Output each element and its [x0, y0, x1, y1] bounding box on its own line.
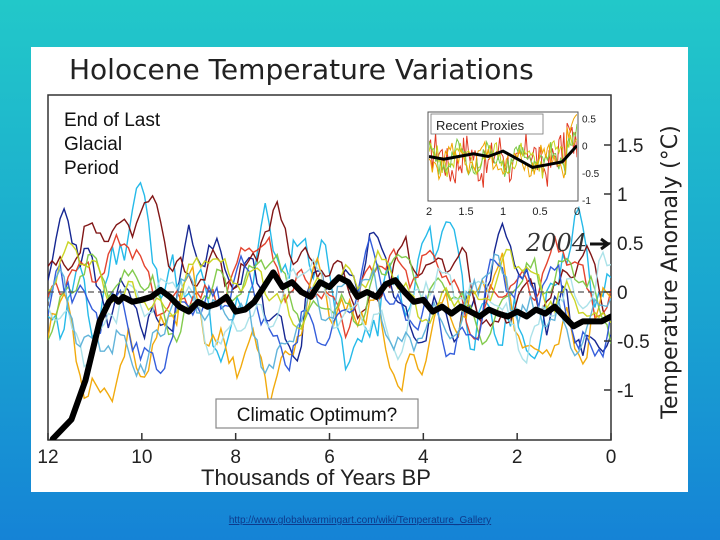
x-tick-label: 0	[606, 447, 617, 468]
proxy-line	[48, 252, 611, 408]
optimum-annotation: Climatic Optimum?	[237, 405, 397, 426]
proxy-line	[48, 235, 611, 375]
proxy-line	[48, 253, 611, 378]
y-tick-label: 1	[617, 185, 628, 206]
x-tick-label: 8	[230, 447, 241, 468]
glacial-annotation-line-2: Glacial	[64, 134, 122, 155]
x-tick-label: 6	[324, 447, 335, 468]
inset-y-tick-label: 0.5	[582, 114, 596, 125]
inset-x-tick-label: 0	[574, 206, 580, 218]
inset-x-tick-label: 0.5	[532, 206, 547, 218]
glacial-annotation-line-1: End of Last	[64, 110, 161, 131]
year-arrow-icon	[590, 237, 611, 251]
y-tick-label: 1.5	[617, 136, 643, 157]
x-axis-label: Thousands of Years BP	[201, 465, 431, 490]
x-tick-label: 12	[37, 447, 58, 468]
inset-y-ticks: 0.5 0 -0.5 -1	[582, 114, 600, 207]
inset-title: Recent Proxies	[436, 118, 525, 133]
y-axis-label: Temperature Anomaly (°C)	[658, 125, 683, 419]
optimum-box	[215, 398, 419, 429]
inset-title-box	[430, 113, 544, 135]
inset-proxy-line	[429, 134, 577, 179]
inset-average-line	[429, 144, 577, 169]
inset-x-tick-label: 2	[426, 206, 432, 218]
inset-y-tick-label: 0	[582, 142, 588, 153]
year-annotation: 2004	[525, 229, 587, 257]
inset-x-tick-label: 1	[500, 206, 506, 218]
average-series-line	[49, 269, 611, 440]
proxy-line	[48, 194, 611, 328]
y-tick-label: -0.5	[617, 332, 650, 353]
inset-proxy-line	[429, 122, 577, 188]
proxy-line	[48, 250, 611, 368]
chart-figure: Holocene Temperature Variations 12 10 8 6 4 2…	[31, 47, 688, 492]
x-axis-ticks: 12 10 8 6 4 2 0	[37, 433, 616, 468]
y-tick-label: 0.5	[617, 234, 643, 255]
inset-x-tick-label: 1.5	[458, 206, 473, 218]
x-tick-label: 2	[512, 447, 523, 468]
y-tick-label: 0	[617, 283, 628, 304]
proxy-line	[48, 252, 611, 346]
y-axis-ticks: 1.5 1 0.5 0 -0.5 -1	[604, 136, 650, 402]
chart-svg: Holocene Temperature Variations 12 10 8 6 4 2…	[37, 53, 683, 490]
x-tick-label: 4	[418, 447, 429, 468]
inset-y-tick-label: -0.5	[582, 169, 600, 180]
chart-title: Holocene Temperature Variations	[69, 53, 534, 86]
inset-x-ticks: 2 1.5 1 0.5 0	[426, 206, 580, 218]
inset-chart: Recent Proxies 2 1.5 1 0.5 0 0.5 0 -0.5 -1	[426, 111, 600, 218]
y-tick-label: -1	[617, 381, 634, 402]
source-link[interactable]: http://www.globalwarmingart.com/wiki/Tem…	[228, 515, 492, 526]
inset-y-tick-label: -1	[582, 196, 591, 207]
x-tick-label: 10	[131, 447, 152, 468]
glacial-annotation-line-3: Period	[64, 158, 119, 179]
